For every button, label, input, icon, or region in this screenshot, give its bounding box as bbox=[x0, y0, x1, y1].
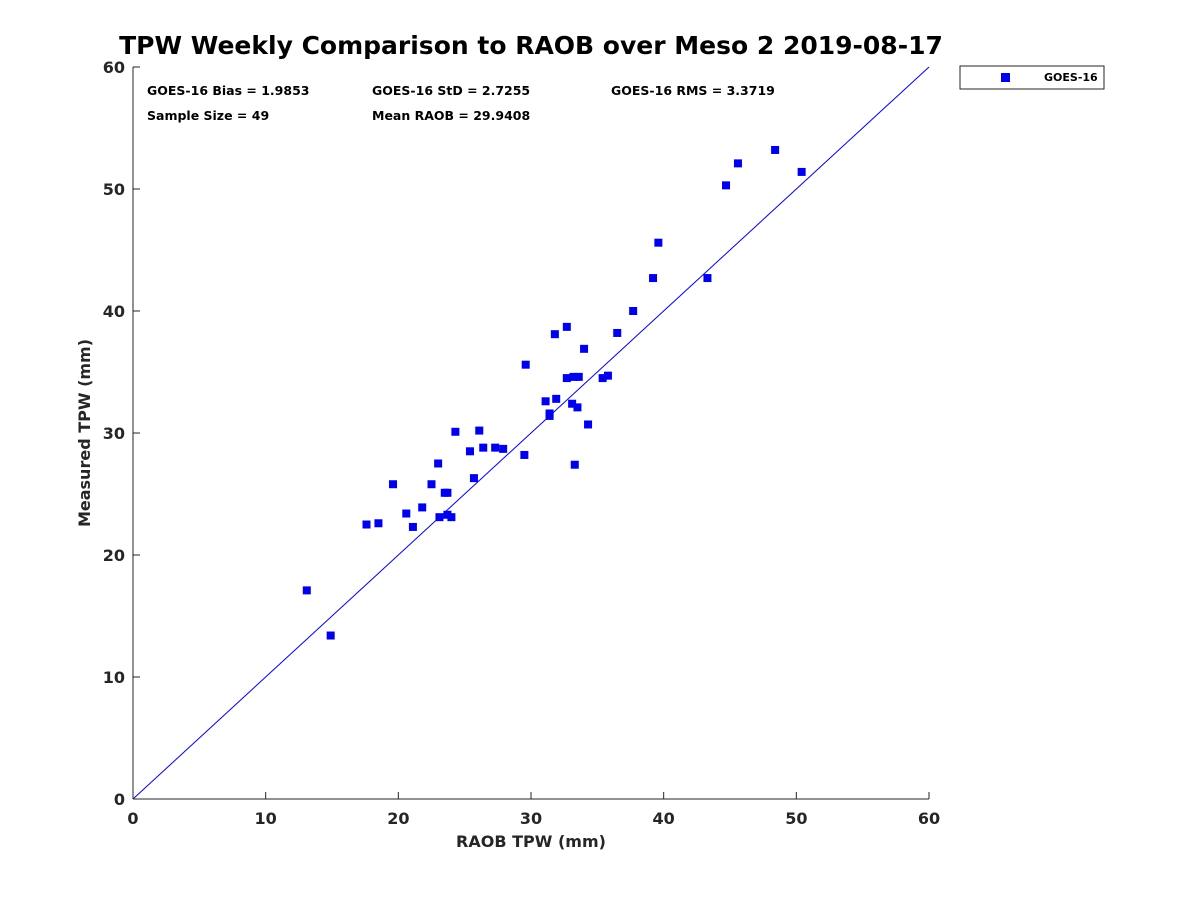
data-point bbox=[443, 488, 452, 497]
one-to-one-line bbox=[132, 66, 930, 800]
y-tick-label: 30 bbox=[103, 424, 125, 443]
y-tick-label: 10 bbox=[103, 668, 125, 687]
stat-sample-size: Sample Size = 49 bbox=[147, 108, 269, 123]
y-axis-label: Measured TPW (mm) bbox=[75, 339, 94, 527]
data-point bbox=[568, 399, 577, 408]
data-point bbox=[451, 427, 460, 436]
data-point bbox=[722, 181, 731, 190]
data-point bbox=[326, 631, 335, 640]
y-tick-label: 50 bbox=[103, 180, 125, 199]
x-axis-label: RAOB TPW (mm) bbox=[456, 832, 606, 851]
x-tick-label: 20 bbox=[387, 809, 409, 828]
data-point bbox=[545, 411, 554, 420]
data-point bbox=[447, 513, 456, 522]
x-tick-label: 40 bbox=[653, 809, 675, 828]
data-point bbox=[562, 374, 571, 383]
stat-std: GOES-16 StD = 2.7255 bbox=[372, 83, 530, 98]
data-point bbox=[402, 509, 411, 518]
data-point bbox=[569, 372, 578, 381]
data-point bbox=[613, 328, 622, 337]
data-point bbox=[469, 474, 478, 483]
data-point bbox=[570, 460, 579, 469]
data-point bbox=[733, 159, 742, 168]
data-point bbox=[649, 274, 658, 283]
legend: GOES-16 bbox=[959, 65, 1105, 90]
legend-label: GOES-16 bbox=[1044, 71, 1098, 84]
data-point bbox=[703, 274, 712, 283]
x-tick-label: 0 bbox=[127, 809, 138, 828]
data-point bbox=[427, 480, 436, 489]
data-point bbox=[408, 522, 417, 531]
legend-marker bbox=[1001, 73, 1010, 82]
data-point bbox=[520, 450, 529, 459]
y-tick-label: 40 bbox=[103, 302, 125, 321]
data-point bbox=[552, 394, 561, 403]
x-tick-label: 60 bbox=[918, 809, 940, 828]
data-point bbox=[550, 330, 559, 339]
data-point bbox=[603, 371, 612, 380]
data-point bbox=[475, 426, 484, 435]
data-point bbox=[797, 167, 806, 176]
data-point bbox=[654, 238, 663, 247]
x-tick-label: 10 bbox=[255, 809, 277, 828]
data-point bbox=[771, 145, 780, 154]
data-point bbox=[521, 360, 530, 369]
data-point bbox=[499, 444, 508, 453]
data-point bbox=[434, 459, 443, 468]
data-point bbox=[598, 374, 607, 383]
data-point bbox=[562, 322, 571, 331]
y-tick-label: 60 bbox=[103, 58, 125, 77]
data-point bbox=[302, 586, 311, 595]
chart-title: TPW Weekly Comparison to RAOB over Meso … bbox=[119, 31, 943, 60]
data-point bbox=[389, 480, 398, 489]
data-point bbox=[629, 307, 638, 315]
data-point bbox=[479, 443, 488, 452]
data-point bbox=[374, 519, 383, 528]
data-point bbox=[584, 420, 593, 429]
data-point bbox=[574, 372, 583, 381]
data-point bbox=[580, 344, 589, 353]
data-point bbox=[541, 397, 550, 406]
x-tick-label: 30 bbox=[520, 809, 542, 828]
stat-rms: GOES-16 RMS = 3.3719 bbox=[611, 83, 775, 98]
x-tick-label: 50 bbox=[785, 809, 807, 828]
data-point bbox=[573, 403, 582, 412]
legend-box bbox=[959, 65, 1105, 90]
stat-bias: GOES-16 Bias = 1.9853 bbox=[147, 83, 309, 98]
data-point bbox=[418, 503, 427, 512]
data-point bbox=[362, 520, 371, 529]
data-point bbox=[435, 513, 444, 522]
stat-mean-raob: Mean RAOB = 29.9408 bbox=[372, 108, 530, 123]
y-tick-label: 20 bbox=[103, 546, 125, 565]
y-tick-label: 0 bbox=[114, 790, 125, 809]
data-point bbox=[465, 447, 474, 456]
data-point bbox=[491, 443, 500, 452]
